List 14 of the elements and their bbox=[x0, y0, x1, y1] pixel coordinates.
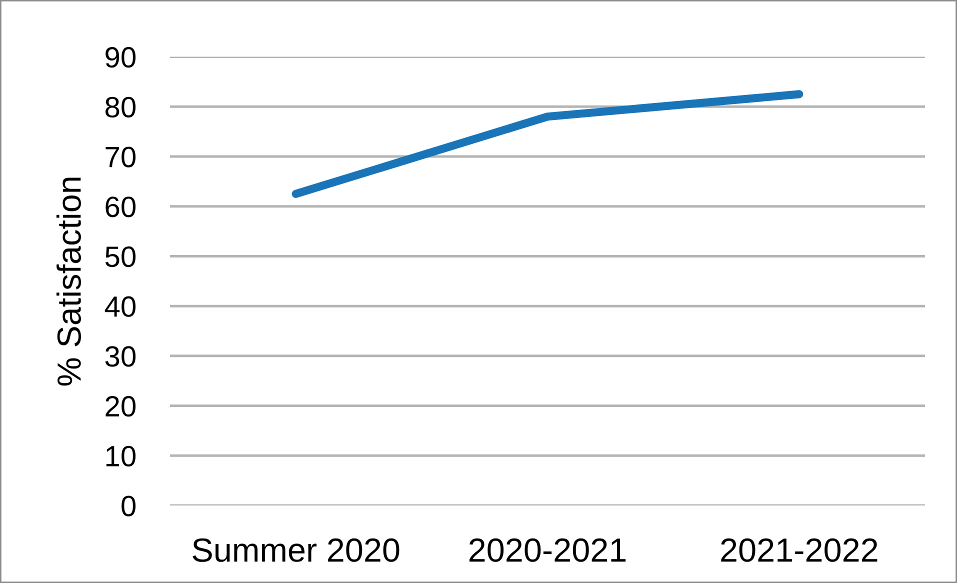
y-tick-label: 10 bbox=[106, 446, 136, 466]
y-tick-label: 70 bbox=[106, 146, 136, 168]
y-tick-label: 20 bbox=[106, 396, 136, 417]
y-tick-label: 50 bbox=[105, 246, 136, 268]
x-tick-label: 2020-2021 bbox=[469, 538, 626, 562]
y-axis-title: % Satisfaction bbox=[56, 178, 81, 386]
y-tick-label: 0 bbox=[122, 496, 136, 516]
x-tick-label: 2021-2022 bbox=[721, 538, 878, 562]
y-tick-label: 60 bbox=[106, 196, 136, 218]
x-tick-label: Summer 2020 bbox=[192, 538, 400, 562]
y-tick-label: 30 bbox=[105, 346, 136, 367]
y-tick-label: 40 bbox=[104, 296, 136, 317]
y-tick-label: 80 bbox=[105, 96, 136, 118]
y-tick-label: 90 bbox=[106, 47, 136, 68]
